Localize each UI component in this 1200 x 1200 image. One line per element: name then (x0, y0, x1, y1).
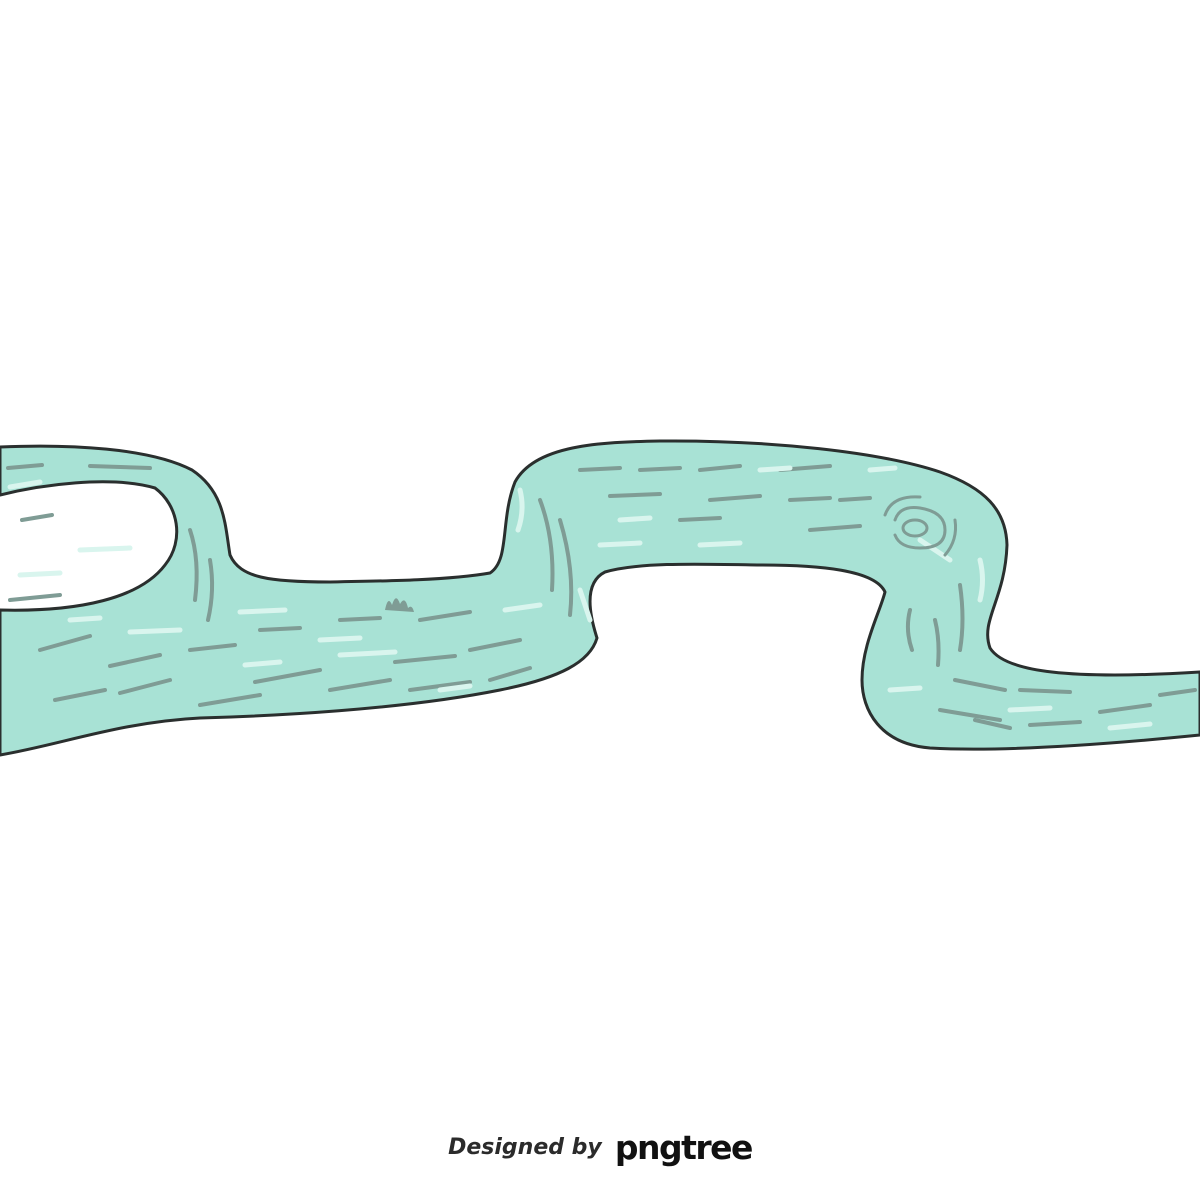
watermark-prefix: Designed by (448, 1135, 602, 1160)
light-ripples (7, 465, 1153, 731)
dark-ripples (6, 463, 1197, 730)
weed-icon (385, 598, 414, 612)
watermark: Designed by pngtree (0, 1128, 1200, 1167)
river-shape (0, 439, 1200, 757)
watermark-brand-logo: pngtree (614, 1128, 754, 1167)
whirlpool-icon (883, 495, 957, 557)
